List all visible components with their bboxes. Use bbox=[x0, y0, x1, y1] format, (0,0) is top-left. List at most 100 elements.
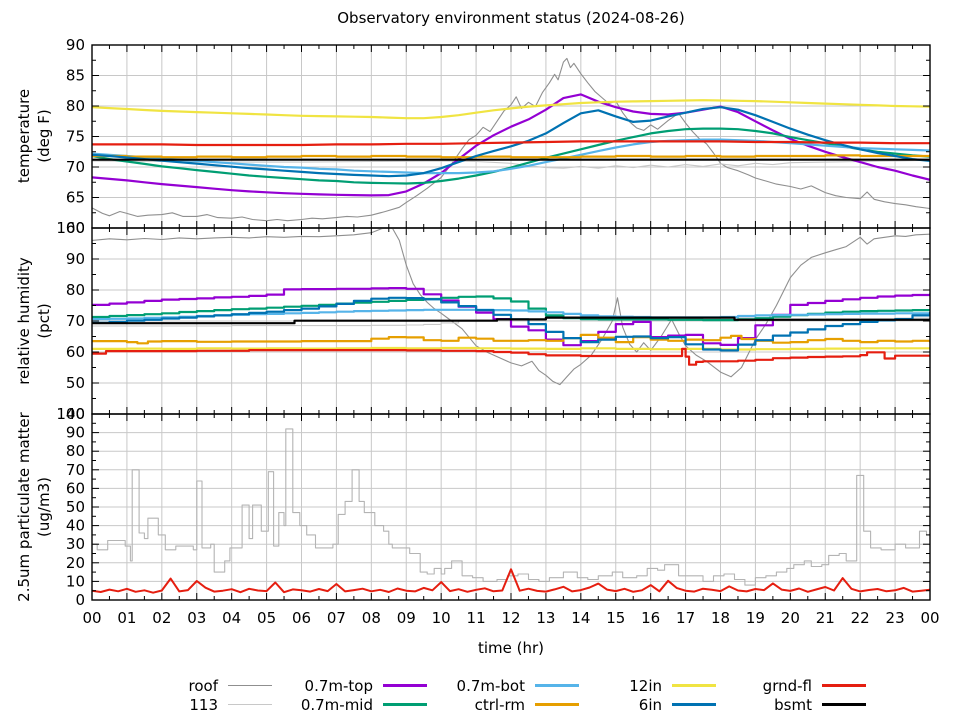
x-tick-label: 05 bbox=[257, 609, 276, 627]
series-temperature-ctrl-rm bbox=[92, 154, 930, 159]
y-tick-label: 30 bbox=[66, 535, 85, 553]
y-tick-label: 90 bbox=[66, 424, 85, 442]
y-tick-label: 60 bbox=[66, 479, 85, 497]
y-axis-title-pm: 2.5um particulate matter bbox=[15, 412, 33, 602]
x-tick-label: 10 bbox=[432, 609, 451, 627]
series-relative-humidity-grnd-fl bbox=[92, 347, 930, 366]
legend-item-07m-top: 0.7m-top bbox=[304, 676, 427, 695]
x-tick-label: 12 bbox=[501, 609, 520, 627]
y-axis-title-temperature-units: (deg F) bbox=[35, 109, 53, 163]
x-tick-label: 01 bbox=[117, 609, 136, 627]
series-temperature-0.7m-mid bbox=[92, 127, 930, 185]
legend-label-07m-mid: 0.7m-mid bbox=[300, 695, 373, 714]
y-tick-label: 50 bbox=[66, 374, 85, 392]
series-temperature-0.7m-bot bbox=[92, 138, 930, 175]
x-tick-label: 03 bbox=[187, 609, 206, 627]
legend-label-6in: 6in bbox=[638, 695, 662, 714]
y-tick-label: 70 bbox=[66, 312, 85, 330]
y-tick-label: 75 bbox=[66, 128, 85, 146]
legend-label-113: 113 bbox=[189, 695, 218, 714]
x-tick-label: 06 bbox=[292, 609, 311, 627]
series-relative-humidity-roof bbox=[92, 228, 930, 386]
legend-label-12in: 12in bbox=[629, 676, 662, 695]
x-tick-label: 17 bbox=[676, 609, 695, 627]
series-group-temperature bbox=[92, 57, 930, 222]
series-temperature-12in bbox=[92, 99, 930, 120]
x-tick-label: 20 bbox=[781, 609, 800, 627]
legend-item-roof: roof bbox=[188, 676, 272, 695]
y-tick-label: 20 bbox=[66, 554, 85, 572]
x-tick-label: 21 bbox=[816, 609, 835, 627]
legend-item-113: 113 bbox=[189, 695, 272, 714]
x-tick-label: 18 bbox=[711, 609, 730, 627]
y-tick-label: 70 bbox=[66, 158, 85, 176]
series-temperature-6in bbox=[92, 106, 930, 178]
legend-item-grnd-fl: grnd-fl bbox=[762, 676, 866, 695]
y-tick-label: 85 bbox=[66, 67, 85, 85]
series-group-particulate-matter bbox=[92, 428, 930, 594]
legend-item-6in: 6in bbox=[638, 695, 716, 714]
series-temperature-grnd-fl bbox=[92, 140, 930, 147]
legend-swatch-12in bbox=[672, 684, 716, 687]
legend-item-ctrl-rm: ctrl-rm bbox=[474, 695, 579, 714]
y-tick-label: 65 bbox=[66, 189, 85, 207]
legend-swatch-07m-mid bbox=[383, 703, 427, 706]
y-axis-title-temperature: temperature bbox=[15, 88, 33, 184]
legend-swatch-07m-bot bbox=[535, 684, 579, 687]
legend-swatch-roof bbox=[228, 685, 272, 686]
x-tick-label: 19 bbox=[746, 609, 765, 627]
panel-relative-humidity: 40 50 60 70 80 90 100 bbox=[56, 219, 931, 423]
legend-item-07m-bot: 0.7m-bot bbox=[456, 676, 579, 695]
x-tick-label: 13 bbox=[536, 609, 555, 627]
legend-swatch-grnd-fl bbox=[822, 684, 866, 687]
series-particulate-matter-grnd-fl bbox=[92, 568, 930, 594]
legend-label-bsmt: bsmt bbox=[774, 695, 812, 714]
legend-label-07m-bot: 0.7m-bot bbox=[456, 676, 525, 695]
series-group-relative-humidity bbox=[92, 228, 930, 386]
y-tick-label: 90 bbox=[66, 250, 85, 268]
x-tick-label: 11 bbox=[467, 609, 486, 627]
series-temperature-0.7m-top bbox=[92, 93, 930, 197]
y-tick-label: 80 bbox=[66, 97, 85, 115]
y-tick-label: 80 bbox=[66, 281, 85, 299]
legend-label-grnd-fl: grnd-fl bbox=[762, 676, 812, 695]
x-tick-label: 04 bbox=[222, 609, 241, 627]
y-tick-label: 100 bbox=[56, 219, 85, 237]
x-tick-label: 16 bbox=[641, 609, 660, 627]
series-temperature-113 bbox=[92, 159, 930, 169]
series-relative-humidity-ctrl-rm bbox=[92, 333, 930, 345]
legend-swatch-6in bbox=[672, 703, 716, 706]
x-tick-label: 00 bbox=[82, 609, 101, 627]
y-tick-label: 100 bbox=[56, 405, 85, 423]
y-tick-label: 60 bbox=[66, 343, 85, 361]
y-tick-label: 80 bbox=[66, 442, 85, 460]
x-tick-label: 08 bbox=[362, 609, 381, 627]
x-tick-label: 00 bbox=[920, 609, 939, 627]
y-tick-label: 70 bbox=[66, 461, 85, 479]
legend-item-bsmt: bsmt bbox=[774, 695, 866, 714]
y-tick-label: 90 bbox=[66, 36, 85, 54]
legend-label-ctrl-rm: ctrl-rm bbox=[474, 695, 525, 714]
y-axis-title-humidity: relative humidity bbox=[15, 257, 33, 385]
legend-label-roof: roof bbox=[188, 676, 218, 695]
chart-title: Observatory environment status (2024-08-… bbox=[337, 9, 685, 27]
legend-label-07m-top: 0.7m-top bbox=[304, 676, 373, 695]
legend-item-07m-mid: 0.7m-mid bbox=[300, 695, 427, 714]
series-relative-humidity-12in bbox=[92, 346, 930, 351]
series-relative-humidity-0.7m-top bbox=[92, 287, 930, 347]
x-tick-label: 07 bbox=[327, 609, 346, 627]
y-axis-title-pm-units: (ug/m3) bbox=[35, 477, 53, 537]
x-tick-label: 15 bbox=[606, 609, 625, 627]
x-tick-label: 23 bbox=[886, 609, 905, 627]
y-tick-label: 40 bbox=[66, 405, 85, 423]
x-tick-label: 14 bbox=[571, 609, 590, 627]
y-tick-label: 10 bbox=[66, 572, 85, 590]
x-axis-title: time (hr) bbox=[477, 639, 545, 657]
x-tick-label: 02 bbox=[152, 609, 171, 627]
y-axis-title-humidity-units: (pct) bbox=[35, 303, 53, 339]
legend-swatch-bsmt bbox=[822, 703, 866, 706]
y-tick-label: 50 bbox=[66, 498, 85, 516]
y-tick-label: 40 bbox=[66, 517, 85, 535]
